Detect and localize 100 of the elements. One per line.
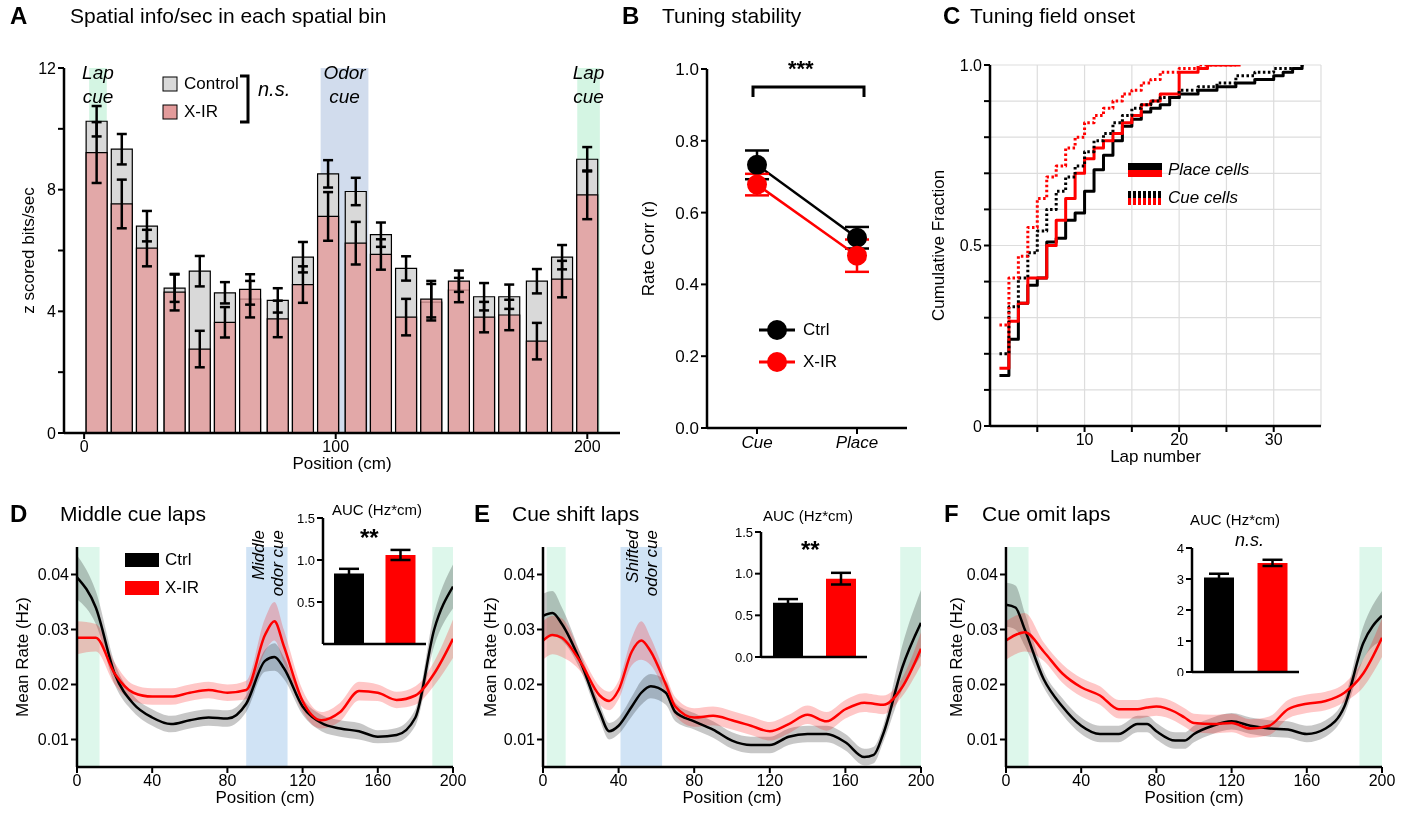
chart-title: Middle cue laps bbox=[60, 502, 206, 526]
annotation: n.s. bbox=[1235, 529, 1265, 550]
chart-title: Tuning field onset bbox=[970, 4, 1136, 28]
y-tick-label: 0.4 bbox=[675, 275, 699, 295]
x-tick-label: 160 bbox=[364, 772, 392, 790]
chart-title: Tuning stability bbox=[662, 4, 802, 28]
x-tick-label: 40 bbox=[143, 772, 162, 790]
y-tick-label: 1.5 bbox=[296, 510, 315, 526]
y-tick-label: 0.5 bbox=[959, 237, 983, 255]
y-tick-label: 1 bbox=[1176, 633, 1184, 649]
y-tick-label: 0.01 bbox=[503, 731, 536, 749]
x-axis-title: Position (cm) bbox=[292, 454, 392, 473]
chart-title: AUC (Hz*cm) bbox=[332, 501, 422, 519]
text: D bbox=[10, 499, 28, 527]
x-tick-label: 80 bbox=[218, 772, 237, 790]
x-tick-label: 200 bbox=[1368, 772, 1396, 790]
y-tick-label: 12 bbox=[38, 59, 57, 77]
x-tick-label: 20 bbox=[1170, 431, 1189, 449]
x-tick-label: 30 bbox=[1264, 431, 1283, 449]
y-tick-label: 8 bbox=[47, 181, 57, 199]
band-label: Lap cue bbox=[572, 62, 605, 107]
x-tick-label: 0 bbox=[72, 772, 82, 790]
text: E bbox=[474, 499, 491, 527]
legend-label: Control bbox=[184, 74, 239, 94]
band-label: Shifted odor cue bbox=[623, 529, 662, 597]
legend-label: Ctrl bbox=[803, 320, 830, 340]
y-tick-label: 0.03 bbox=[37, 621, 70, 639]
y-axis-title: Cumulative Fraction bbox=[929, 169, 948, 322]
y-tick-label: 4 bbox=[47, 303, 57, 321]
x-tick-label: 160 bbox=[832, 772, 859, 790]
annotation: n.s. bbox=[258, 78, 291, 101]
y-tick-label: 0.02 bbox=[503, 676, 536, 694]
x-tick-label: Cue bbox=[741, 433, 773, 453]
annotation: ** bbox=[360, 523, 380, 551]
y-tick-label: 0.04 bbox=[503, 566, 536, 584]
x-tick-label: 160 bbox=[1293, 772, 1321, 790]
legend-label: X-IR bbox=[165, 578, 199, 598]
x-tick-label: 80 bbox=[1147, 772, 1166, 790]
y-axis-title: Mean Rate (Hz) bbox=[947, 597, 966, 717]
x-tick-label: 40 bbox=[609, 772, 628, 790]
y-tick-label: 0.0 bbox=[734, 649, 753, 665]
legend-label: Place cells bbox=[1168, 160, 1250, 180]
x-tick-label: 200 bbox=[907, 772, 935, 790]
x-tick-label: 10 bbox=[1075, 431, 1094, 449]
chart-title: Cue omit laps bbox=[982, 502, 1111, 526]
y-tick-label: 1.0 bbox=[959, 56, 983, 74]
y-axis-title: Mean Rate (Hz) bbox=[13, 597, 32, 717]
annotation: *** bbox=[788, 56, 815, 81]
x-axis-title: Position (cm) bbox=[682, 788, 782, 807]
x-tick-label: 120 bbox=[1218, 772, 1246, 790]
x-tick-label: 100 bbox=[322, 438, 350, 456]
legend-label: X-IR bbox=[184, 102, 218, 122]
chart-title: AUC (Hz*cm) bbox=[1190, 511, 1280, 529]
text: A bbox=[10, 1, 28, 29]
y-tick-label: 0.04 bbox=[37, 566, 70, 584]
x-tick-label: 40 bbox=[1072, 772, 1091, 790]
chart-title: Cue shift laps bbox=[512, 502, 640, 526]
legend-label: Cue cells bbox=[1168, 188, 1238, 208]
x-tick-label: 0 bbox=[1001, 772, 1011, 790]
x-tick-label: 120 bbox=[289, 772, 317, 790]
text: C bbox=[943, 1, 961, 29]
band-label: Lap cue bbox=[82, 62, 114, 107]
y-axis-title: z scored bits/sec bbox=[19, 186, 38, 314]
y-tick-label: 0.02 bbox=[966, 676, 999, 694]
text: F bbox=[944, 499, 959, 527]
band-label: Middle odor cue bbox=[248, 530, 287, 597]
y-tick-label: 1.0 bbox=[675, 60, 699, 80]
x-axis-title: Position (cm) bbox=[215, 788, 315, 807]
y-tick-label: 2 bbox=[1176, 602, 1184, 618]
y-tick-label: 0.2 bbox=[675, 347, 699, 367]
y-tick-label: 0.03 bbox=[966, 621, 999, 639]
y-tick-label: 0.03 bbox=[503, 621, 536, 639]
text: B bbox=[622, 1, 640, 29]
y-tick-label: 1.0 bbox=[734, 566, 753, 582]
y-tick-label: 0 bbox=[1176, 664, 1184, 680]
legend-label: X-IR bbox=[803, 352, 837, 372]
y-tick-label: 0.02 bbox=[37, 676, 70, 694]
y-axis-title: Mean Rate (Hz) bbox=[481, 597, 500, 717]
y-tick-label: 0.04 bbox=[966, 566, 999, 584]
annotation: ** bbox=[801, 535, 821, 563]
y-tick-label: 4 bbox=[1176, 540, 1184, 556]
y-tick-label: 0 bbox=[973, 417, 983, 435]
x-tick-label: 80 bbox=[685, 772, 704, 790]
x-axis-title: Lap number bbox=[1110, 447, 1202, 466]
y-tick-label: 0.01 bbox=[966, 731, 999, 749]
legend-label: Ctrl bbox=[165, 550, 192, 570]
x-tick-label: Place bbox=[835, 433, 879, 453]
y-tick-label: 0.5 bbox=[296, 594, 315, 610]
y-axis-title: Rate Corr (r) bbox=[639, 200, 658, 297]
y-tick-label: 0.0 bbox=[675, 419, 699, 439]
y-tick-label: 0.6 bbox=[675, 203, 699, 223]
x-tick-label: 200 bbox=[439, 772, 467, 790]
band-label: Odor cue bbox=[323, 62, 367, 107]
y-tick-label: 1.5 bbox=[734, 524, 753, 540]
y-tick-label: 1.0 bbox=[296, 552, 315, 568]
x-tick-label: 120 bbox=[756, 772, 784, 790]
x-tick-label: 0 bbox=[538, 772, 548, 790]
y-tick-label: 0.01 bbox=[37, 731, 70, 749]
y-tick-label: 0.5 bbox=[734, 607, 753, 623]
chart-title: Spatial info/sec in each spatial bin bbox=[70, 4, 387, 28]
